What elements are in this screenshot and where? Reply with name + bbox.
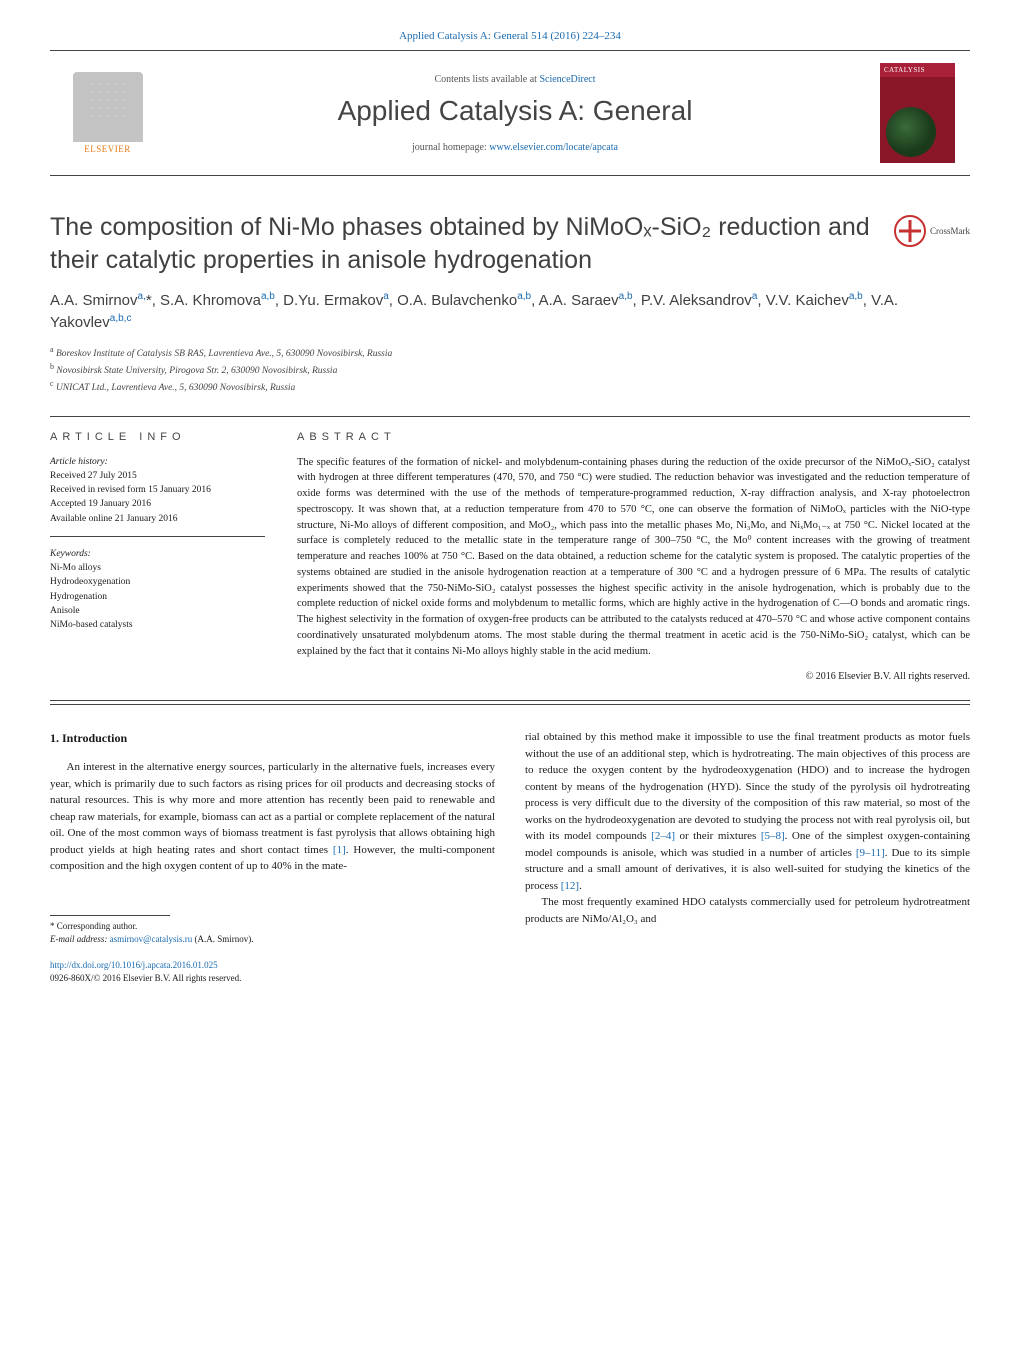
- journal-title: Applied Catalysis A: General: [150, 95, 880, 127]
- divider: [50, 700, 970, 701]
- journal-header: ELSEVIER Contents lists available at Sci…: [50, 50, 970, 176]
- journal-cover-thumbnail[interactable]: CATALYSIS: [880, 63, 955, 163]
- footer-block: * Corresponding author. E-mail address: …: [50, 915, 495, 986]
- homepage-link[interactable]: www.elsevier.com/locate/apcata: [489, 142, 618, 153]
- body-paragraph: The most frequently examined HDO catalys…: [525, 894, 970, 927]
- article-history: Article history: Received 27 July 2015 R…: [50, 455, 265, 537]
- affiliation: c UNICAT Ltd., Lavrentieva Ave., 5, 6300…: [50, 378, 970, 395]
- section-heading-introduction: 1. Introduction: [50, 729, 495, 747]
- footer-divider: [50, 915, 170, 916]
- article-body: 1. Introduction An interest in the alter…: [50, 729, 970, 986]
- history-line: Received in revised form 15 January 2016: [50, 483, 265, 497]
- crossmark-label: CrossMark: [930, 226, 970, 236]
- keyword: Ni-Mo alloys: [50, 561, 265, 575]
- body-paragraph: An interest in the alternative energy so…: [50, 759, 495, 875]
- crossmark-badge[interactable]: CrossMark: [894, 215, 970, 247]
- contents-prefix: Contents lists available at: [434, 74, 539, 85]
- keyword: Anisole: [50, 604, 265, 618]
- doi-link[interactable]: http://dx.doi.org/10.1016/j.apcata.2016.…: [50, 959, 495, 973]
- email-author: (A.A. Smirnov).: [192, 934, 253, 944]
- email-link[interactable]: asmirnov@catalysis.ru: [110, 934, 193, 944]
- sciencedirect-link[interactable]: ScienceDirect: [539, 74, 595, 85]
- affiliation: a Boreskov Institute of Catalysis SB RAS…: [50, 344, 970, 361]
- abstract-body: The specific features of the formation o…: [297, 455, 970, 660]
- history-line: Received 27 July 2015: [50, 469, 265, 483]
- keyword: Hydrodeoxygenation: [50, 575, 265, 589]
- homepage-prefix: journal homepage:: [412, 142, 489, 153]
- history-line: Available online 21 January 2016: [50, 512, 265, 526]
- article-info-heading: article info: [50, 431, 265, 443]
- corresponding-author: * Corresponding author.: [50, 920, 495, 934]
- issn-copyright: 0926-860X/© 2016 Elsevier B.V. All right…: [50, 972, 495, 986]
- keywords-block: Keywords: Ni-Mo alloys Hydrodeoxygenatio…: [50, 547, 265, 633]
- copyright-line: © 2016 Elsevier B.V. All rights reserved…: [297, 671, 970, 682]
- article-title: The composition of Ni-Mo phases obtained…: [50, 211, 879, 276]
- divider: [50, 704, 970, 705]
- elsevier-tree-icon: [73, 72, 143, 142]
- crossmark-icon: [894, 215, 926, 247]
- publisher-logo[interactable]: ELSEVIER: [65, 66, 150, 161]
- body-paragraph: rial obtained by this method make it imp…: [525, 729, 970, 894]
- divider: [50, 416, 970, 417]
- homepage-line: journal homepage: www.elsevier.com/locat…: [150, 142, 880, 153]
- publisher-name: ELSEVIER: [84, 144, 131, 154]
- keyword: Hydrogenation: [50, 590, 265, 604]
- keyword: NiMo-based catalysts: [50, 618, 265, 632]
- history-label: Article history:: [50, 455, 265, 469]
- history-line: Accepted 19 January 2016: [50, 497, 265, 511]
- abstract-heading: abstract: [297, 431, 970, 443]
- email-label: E-mail address:: [50, 934, 110, 944]
- journal-reference: Applied Catalysis A: General 514 (2016) …: [50, 30, 970, 42]
- contents-available-line: Contents lists available at ScienceDirec…: [150, 74, 880, 85]
- affiliations-block: a Boreskov Institute of Catalysis SB RAS…: [50, 344, 970, 396]
- authors-line: A.A. Smirnova,*, S.A. Khromovaa,b, D.Yu.…: [50, 290, 970, 334]
- keywords-label: Keywords:: [50, 547, 265, 561]
- cover-label: CATALYSIS: [880, 63, 955, 77]
- affiliation: b Novosibirsk State University, Pirogova…: [50, 361, 970, 378]
